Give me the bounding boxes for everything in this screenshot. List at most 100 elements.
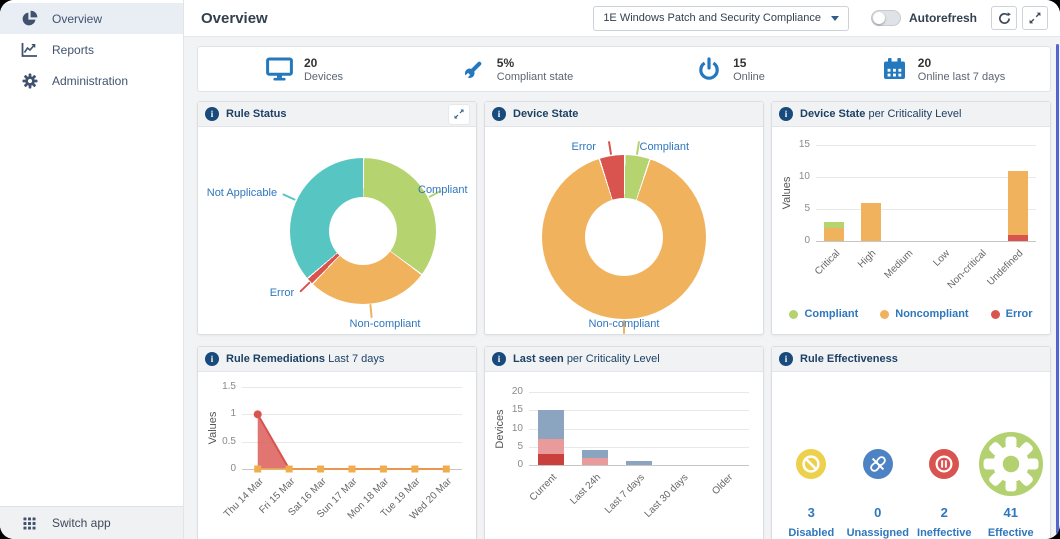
power-icon <box>696 56 722 82</box>
panel-rule-status: Rule Status CompliantNon-compliantErrorN… <box>197 101 477 335</box>
legend-item[interactable]: Noncompliant <box>880 308 968 320</box>
bar-segment[interactable] <box>538 439 564 454</box>
effectiveness-item-ineffective[interactable]: 2Ineffective <box>911 428 978 539</box>
autorefresh-label: Autorefresh <box>909 11 977 25</box>
x-tick-label: Current <box>527 472 558 503</box>
x-tick-label: Low <box>931 248 952 269</box>
line-chart-svg <box>242 387 462 479</box>
info-icon[interactable] <box>492 352 506 366</box>
kpi-label: Unassigned <box>847 527 909 539</box>
grid-line <box>816 145 1036 146</box>
panel-header: Rule Effectiveness <box>772 347 1050 372</box>
panel-header: Rule Status <box>198 102 476 127</box>
y-axis-title: Values <box>781 177 793 210</box>
y-axis-title: Devices <box>494 409 506 448</box>
switch-app-button[interactable]: Switch app <box>0 506 183 539</box>
rule-remediations-chart: 00.511.5ValuesThu 14 MarFri 15 MarSat 16… <box>198 372 476 539</box>
x-tick-label: Undefined <box>985 248 1025 288</box>
sidebar-item-administration[interactable]: Administration <box>0 65 183 96</box>
bar-segment[interactable] <box>582 450 608 457</box>
sidebar-item-label: Overview <box>52 12 102 26</box>
prohibited-icon <box>796 428 826 500</box>
bar-segment[interactable] <box>824 228 844 241</box>
effectiveness-item-effective[interactable]: 41Effective <box>978 428 1045 539</box>
stat-value: 20 <box>918 56 1005 70</box>
stat-label: Devices <box>304 71 343 83</box>
panel-last-seen: Last seen per Criticality Level 05101520… <box>484 346 764 539</box>
slice-label: Non-compliant <box>350 318 421 330</box>
stat-devices: 20Devices <box>198 56 411 83</box>
info-icon[interactable] <box>779 352 793 366</box>
refresh-button[interactable] <box>991 6 1017 30</box>
y-axis-title: Values <box>207 412 219 445</box>
x-tick-label: High <box>856 248 878 270</box>
grid-line <box>529 392 749 393</box>
bar-segment[interactable] <box>1008 171 1028 235</box>
slice-leader-line <box>299 281 310 292</box>
sidebar-item-reports[interactable]: Reports <box>0 34 183 65</box>
stat-online-7days: 20Online last 7 days <box>837 56 1050 83</box>
bar-segment[interactable] <box>582 458 608 465</box>
bar-segment[interactable] <box>861 203 881 241</box>
slice-label: Non-compliant <box>589 318 660 330</box>
legend-dot <box>880 310 889 319</box>
slice-label: Compliant <box>640 141 690 153</box>
monitor-icon <box>266 57 293 81</box>
sidebar: Overview Reports Administration Switch a… <box>0 0 184 539</box>
slice-label: Error <box>270 287 294 299</box>
legend-item[interactable]: Error <box>991 308 1033 320</box>
app-window: Overview Reports Administration Switch a… <box>0 0 1060 539</box>
chevron-down-icon <box>831 16 839 21</box>
donut-hole <box>329 197 397 265</box>
rule-effectiveness-kpis: 3Disabled 0 Unassigned2Ineffective41Effect… <box>772 372 1050 539</box>
effectiveness-item-disabled[interactable]: 3Disabled <box>778 428 845 539</box>
topbar: Overview 1E Windows Patch and Security C… <box>184 0 1060 37</box>
bar-segment[interactable] <box>626 461 652 465</box>
stat-value: 5% <box>497 56 573 70</box>
legend-label: Error <box>1006 308 1033 320</box>
effectiveness-item-unassigned[interactable]: 0 Unassigned <box>845 428 912 539</box>
sidebar-item-overview[interactable]: Overview <box>0 3 183 34</box>
dashboard-select[interactable]: 1E Windows Patch and Security Compliance <box>593 6 849 31</box>
bar-segment[interactable] <box>538 454 564 465</box>
stat-online: 15Online <box>624 56 837 83</box>
y-tick-label: 0 <box>782 235 810 246</box>
y-tick-label: 20 <box>495 386 523 397</box>
app-grid-icon <box>21 515 38 532</box>
toggle-knob <box>873 12 885 24</box>
legend-dot <box>991 310 1000 319</box>
slice-leader-line <box>282 193 296 201</box>
legend-label: Noncompliant <box>895 308 968 320</box>
stat-value: 15 <box>733 56 765 70</box>
autorefresh-toggle[interactable] <box>871 10 901 26</box>
panel-header: Last seen per Criticality Level <box>485 347 763 372</box>
legend-item[interactable]: Compliant <box>789 308 858 320</box>
y-tick-label: 15 <box>782 139 810 150</box>
slice-leader-line <box>608 141 612 155</box>
x-tick-label: Last 7 days <box>603 472 647 516</box>
bar-segment[interactable] <box>824 222 844 228</box>
slice-label: Compliant <box>418 184 468 196</box>
fullscreen-button[interactable] <box>1022 6 1048 30</box>
kpi-count: 0 <box>874 505 881 520</box>
dashboard-content: 20Devices 5%Compliant state 15Online 20O… <box>184 37 1060 539</box>
kpi-label: Ineffective <box>917 527 971 539</box>
info-icon[interactable] <box>205 352 219 366</box>
x-axis <box>816 241 1036 242</box>
expand-icon <box>454 109 464 119</box>
pie-chart-icon <box>21 10 38 27</box>
info-icon[interactable] <box>205 107 219 121</box>
sidebar-item-label: Reports <box>52 43 94 57</box>
panel-expand-button[interactable] <box>449 105 469 124</box>
slice-label: Error <box>571 141 595 153</box>
main-area: Overview 1E Windows Patch and Security C… <box>184 0 1060 539</box>
bar-segment[interactable] <box>1008 235 1028 241</box>
panel-grid: Rule Status Compliant Non-compliant Error N… <box>197 101 1051 539</box>
sidebar-item-label: Administration <box>52 74 128 88</box>
gear-icon <box>21 72 38 89</box>
legend-label: Compliant <box>804 308 858 320</box>
grid-line <box>816 209 1036 210</box>
bar-segment[interactable] <box>538 410 564 439</box>
info-icon[interactable] <box>492 107 506 121</box>
info-icon[interactable] <box>779 107 793 121</box>
